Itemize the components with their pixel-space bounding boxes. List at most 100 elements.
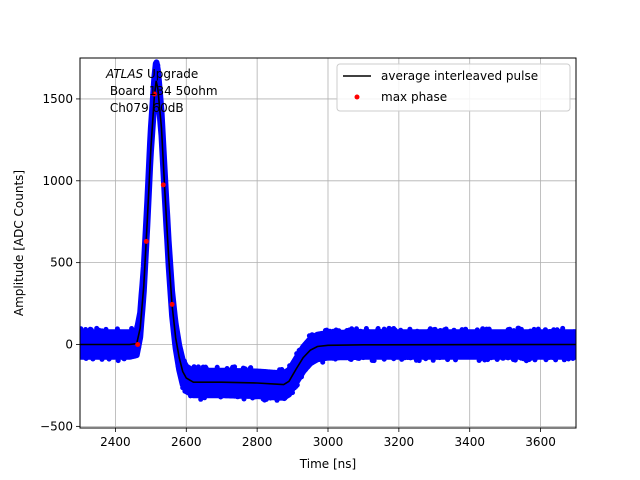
x-tick-label: 2800 xyxy=(242,435,273,449)
noise-sample-point xyxy=(521,356,527,362)
noise-sample-point xyxy=(202,395,207,401)
noise-sample-point xyxy=(482,357,488,363)
max-phase-point xyxy=(143,238,149,244)
noise-sample-point xyxy=(218,394,224,400)
noise-sample-point xyxy=(535,326,541,332)
noise-sample-point xyxy=(83,327,89,332)
x-tick-label: 3000 xyxy=(313,435,344,449)
x-tick-label: 3200 xyxy=(384,435,415,449)
noise-sample-point xyxy=(475,329,480,335)
max-phase-point xyxy=(151,91,157,97)
noise-sample-point xyxy=(95,354,101,360)
x-tick-label: 3400 xyxy=(454,435,485,449)
svg-text:ATLAS Upgrade: ATLAS Upgrade xyxy=(105,67,198,81)
noise-sample-point xyxy=(527,328,533,334)
noise-sample-point xyxy=(203,365,209,371)
noise-sample-point xyxy=(176,339,182,345)
noise-sample-point xyxy=(247,366,253,371)
noise-sample-point xyxy=(94,325,100,331)
noise-sample-point xyxy=(241,396,247,402)
noise-sample-point xyxy=(175,363,181,369)
noise-sample-point xyxy=(398,327,404,333)
noise-sample-point xyxy=(500,355,506,361)
noise-sample-point xyxy=(198,396,204,402)
noise-sample-point xyxy=(407,326,413,332)
noise-sample-point xyxy=(121,356,127,362)
noise-sample-point xyxy=(332,356,338,362)
noise-sample-point xyxy=(87,326,93,332)
annotation-channel: Ch079 60dB xyxy=(106,101,184,115)
noise-sample-point xyxy=(431,327,437,333)
noise-sample-point xyxy=(348,357,354,362)
noise-sample-point xyxy=(242,366,248,372)
noise-sample-point xyxy=(287,363,293,369)
noise-sample-point xyxy=(336,328,342,334)
noise-sample-point xyxy=(137,335,143,341)
max-phase-point xyxy=(160,182,166,188)
noise-sample-point xyxy=(114,326,120,332)
noise-sample-point xyxy=(488,355,494,361)
max-phase-marker-layer xyxy=(135,91,175,347)
noise-sample-point xyxy=(297,347,303,353)
noise-sample-point xyxy=(475,354,481,360)
noise-sample-point xyxy=(486,326,492,332)
legend-box xyxy=(336,63,571,112)
noise-sample-point xyxy=(570,354,576,360)
noise-sample-point xyxy=(281,396,287,402)
noise-sample-point xyxy=(365,328,371,334)
x-axis-ticks: 2400 2600 2800 3000 3200 3400 3600 xyxy=(100,428,556,449)
y-tick-label: 0 xyxy=(65,338,73,352)
noise-sample-point xyxy=(354,326,359,332)
noise-sample-point xyxy=(191,364,197,370)
noise-band-layer xyxy=(80,59,576,403)
noise-sample-point xyxy=(554,327,560,333)
max-phase-point xyxy=(135,342,141,347)
noise-sample-point xyxy=(260,395,266,401)
noise-sample-point xyxy=(293,383,299,389)
noise-sample-point xyxy=(442,327,447,333)
noise-sample-point xyxy=(174,356,180,362)
noise-sample-point xyxy=(188,393,193,399)
y-tick-label: −500 xyxy=(40,419,73,433)
x-axis-label: Time [ns] xyxy=(299,457,356,471)
grid-lines xyxy=(80,58,576,428)
noise-sample-point xyxy=(480,327,486,333)
noise-sample-point xyxy=(308,360,314,366)
noise-sample-point xyxy=(214,364,220,370)
noise-sample-point xyxy=(518,326,524,332)
noise-sample-point xyxy=(279,367,285,372)
noise-sample-point xyxy=(182,388,188,394)
legend-label-max-phase: max phase xyxy=(381,90,447,104)
noise-sample-point xyxy=(299,374,304,380)
noise-sample-point xyxy=(420,329,426,335)
noise-sample-point xyxy=(542,327,548,333)
noise-sample-point xyxy=(229,366,235,372)
noise-sample-point xyxy=(531,326,537,332)
noise-sample-point xyxy=(375,327,381,333)
noise-sample-point xyxy=(263,369,268,375)
noise-sample-point xyxy=(548,329,553,335)
noise-sample-point xyxy=(134,324,140,330)
noise-sample-point xyxy=(434,354,440,360)
noise-sample-point xyxy=(423,356,429,362)
noise-sample-point xyxy=(436,328,442,334)
annotation-board: Board 134 50ohm xyxy=(106,84,218,98)
noise-sample-point xyxy=(267,395,273,401)
noise-sample-point xyxy=(234,393,240,399)
noise-sample-point xyxy=(356,356,362,361)
noise-sample-point xyxy=(224,366,230,371)
noise-sample-point xyxy=(316,356,321,362)
noise-sample-point xyxy=(381,356,387,362)
noise-sample-point xyxy=(90,356,96,362)
noise-sample-point xyxy=(327,328,333,334)
noise-sample-point xyxy=(373,354,379,360)
average-pulse-line xyxy=(80,80,576,386)
noise-sample-point xyxy=(83,356,89,361)
noise-sample-point xyxy=(560,325,566,331)
noise-sample-point xyxy=(550,355,556,360)
noise-sample-point xyxy=(257,368,263,374)
noise-sample-point xyxy=(360,355,366,361)
annotation-upgrade: Upgrade xyxy=(143,67,198,81)
noise-sample-point xyxy=(430,357,436,363)
